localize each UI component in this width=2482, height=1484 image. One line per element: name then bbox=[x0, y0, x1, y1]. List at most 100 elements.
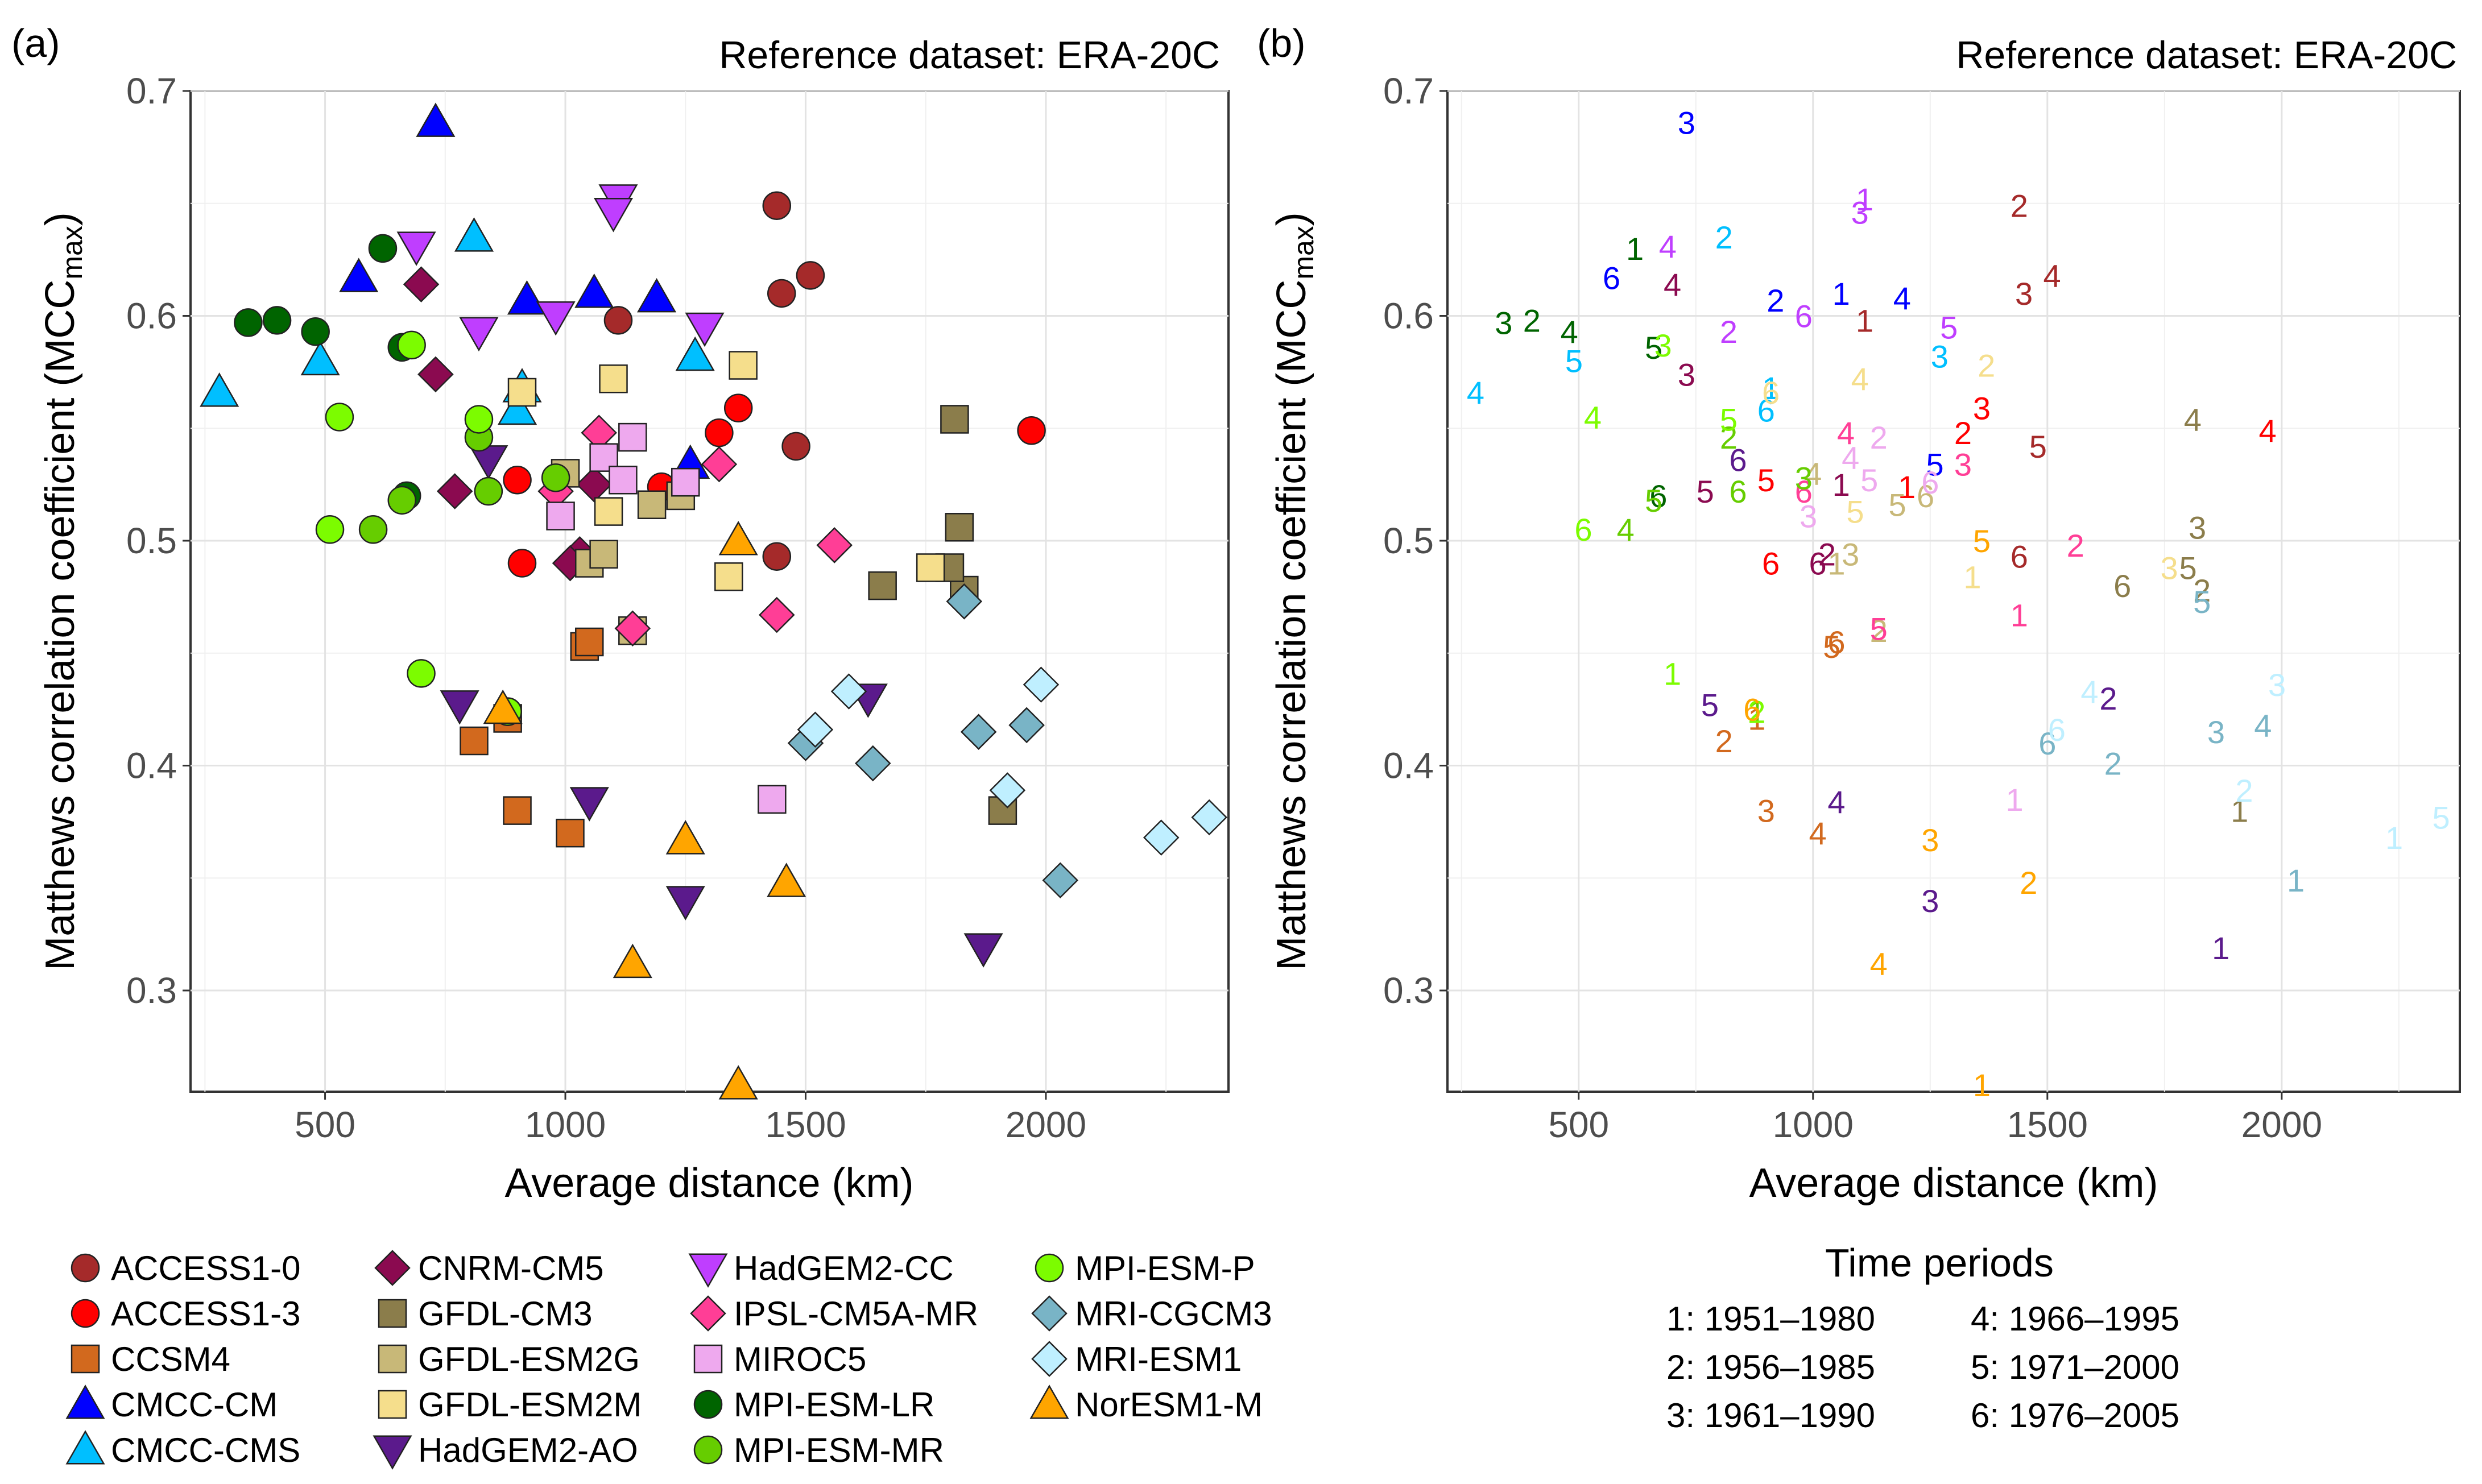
legend-label: GFDL-ESM2M bbox=[418, 1386, 642, 1424]
data-point bbox=[300, 341, 340, 376]
period-number-point: 6 bbox=[1757, 393, 1775, 429]
period-number-point: 4 bbox=[2259, 413, 2277, 449]
legend-label: IPSL-CM5A-MR bbox=[734, 1295, 978, 1333]
data-point bbox=[483, 689, 523, 724]
data-point bbox=[507, 378, 537, 407]
data-point bbox=[416, 102, 456, 137]
period-number-point: 1 bbox=[1626, 231, 1644, 267]
data-point bbox=[301, 317, 330, 346]
data-point bbox=[718, 1065, 758, 1100]
period-number-point: 5 bbox=[1565, 343, 1583, 379]
y-tick-label: 0.5 bbox=[126, 520, 177, 561]
period-number-point: 5 bbox=[1889, 487, 1906, 523]
period-number-point: 6 bbox=[2038, 726, 2056, 761]
period-number-point: 6 bbox=[1574, 512, 1592, 548]
panel-a-frame bbox=[189, 90, 1230, 1093]
x-tick-label: 500 bbox=[1548, 1104, 1609, 1145]
period-number-point: 4 bbox=[2043, 258, 2061, 293]
period-number-point: 6 bbox=[1795, 474, 1813, 509]
period-number-point: 5 bbox=[1926, 447, 1943, 483]
data-point bbox=[729, 351, 758, 380]
period-number-point: 3 bbox=[1654, 328, 1672, 363]
period-number-point: 6 bbox=[1729, 442, 1747, 478]
x-tick-label: 2000 bbox=[2241, 1104, 2322, 1145]
data-point bbox=[762, 542, 792, 571]
panel-b-points: 1234561234561234561234561234561234561234… bbox=[1467, 105, 2450, 1103]
data-point bbox=[546, 501, 575, 530]
x-tick-label: 500 bbox=[295, 1104, 355, 1145]
period-number-point: 5 bbox=[1940, 309, 1958, 345]
period-number-point: 6 bbox=[1809, 546, 1826, 582]
legend-label: MIROC5 bbox=[734, 1340, 866, 1378]
y-tick-label: 0.3 bbox=[1383, 970, 1434, 1011]
data-point bbox=[609, 465, 638, 495]
legend-swatch bbox=[1031, 1341, 1068, 1377]
legend-swatch bbox=[690, 1295, 726, 1332]
period-number-point: 1 bbox=[1856, 302, 1873, 338]
panel-b-frame bbox=[1446, 90, 2461, 1093]
x-tick-label: 1500 bbox=[2007, 1104, 2088, 1145]
data-point bbox=[368, 234, 398, 263]
data-point bbox=[503, 465, 532, 495]
data-point bbox=[989, 772, 1026, 809]
data-point bbox=[396, 231, 436, 266]
time-period-legend: Time periods 1: 1951–1980 2: 1956–1985 3… bbox=[1666, 1241, 2179, 1435]
data-point bbox=[407, 659, 436, 688]
y-tick-label: 0.4 bbox=[126, 745, 177, 786]
period-number-point: 3 bbox=[1921, 883, 1939, 919]
legend-label: MPI-ESM-MR bbox=[734, 1431, 944, 1469]
legend-label: ACCESS1-3 bbox=[111, 1295, 300, 1333]
data-point bbox=[459, 317, 499, 352]
period-number-point: 4 bbox=[2080, 674, 2098, 710]
panel-b-grid bbox=[1447, 90, 2460, 1092]
period-number-point: 3 bbox=[2015, 276, 2033, 312]
period-number-point: 5 bbox=[1860, 462, 1878, 498]
data-point bbox=[262, 306, 292, 335]
legend-label: GFDL-ESM2G bbox=[418, 1340, 640, 1378]
period-number-point: 1 bbox=[2231, 793, 2248, 829]
panel-a-ticks: 500 1000 1500 2000 0.3 0.4 0.5 0.6 0.7 bbox=[126, 71, 1086, 1145]
period-number-point: 3 bbox=[2207, 714, 2225, 750]
time-period-item: 4: 1966–1995 bbox=[1971, 1300, 2179, 1338]
period-number-point: 1 bbox=[1762, 370, 1780, 406]
data-point bbox=[574, 273, 614, 308]
period-number-point: 4 bbox=[1467, 375, 1484, 411]
legend-label: HadGEM2-AO bbox=[418, 1431, 638, 1469]
period-number-point: 1 bbox=[1898, 469, 1916, 505]
period-number-point: 4 bbox=[1842, 440, 1859, 476]
panel-a-points bbox=[200, 102, 1227, 1100]
legend-label: MRI-CGCM3 bbox=[1075, 1295, 1272, 1333]
legend-swatch bbox=[378, 1390, 407, 1419]
period-number-point: 4 bbox=[1809, 815, 1826, 851]
period-number-point: 1 bbox=[1827, 546, 1845, 582]
y-tick-label: 0.4 bbox=[1383, 745, 1434, 786]
period-number-point: 6 bbox=[1603, 260, 1620, 296]
panel-b-reference: Reference dataset: ERA-20C bbox=[1956, 34, 2457, 77]
period-number-point: 5 bbox=[1757, 462, 1775, 498]
legend-label: CNRM-CM5 bbox=[418, 1249, 604, 1287]
panel-a-label: (a) bbox=[11, 21, 60, 65]
period-number-point: 2 bbox=[1720, 420, 1738, 455]
data-point bbox=[589, 540, 618, 569]
legend-swatch bbox=[71, 1253, 100, 1283]
period-number-point: 4 bbox=[2184, 401, 2202, 437]
data-point bbox=[758, 785, 787, 814]
legend-label: GFDL-CM3 bbox=[418, 1295, 593, 1333]
period-number-point: 5 bbox=[2193, 584, 2211, 620]
period-number-point: 2 bbox=[1978, 348, 1995, 384]
data-point bbox=[855, 745, 891, 782]
period-number-point: 2 bbox=[2235, 773, 2253, 809]
period-number-point: 1 bbox=[2011, 598, 2028, 633]
data-point bbox=[946, 583, 983, 620]
data-point bbox=[464, 405, 494, 434]
legend-swatch bbox=[693, 1344, 723, 1374]
data-point bbox=[868, 571, 897, 600]
data-point bbox=[1017, 416, 1046, 445]
data-point bbox=[474, 476, 503, 506]
data-point bbox=[436, 473, 473, 509]
legend-label: MPI-ESM-LR bbox=[734, 1386, 934, 1424]
period-number-point: 4 bbox=[1584, 399, 1602, 435]
legend-swatch bbox=[71, 1344, 100, 1374]
period-number-point: 4 bbox=[1804, 455, 1822, 491]
data-point bbox=[594, 497, 623, 526]
